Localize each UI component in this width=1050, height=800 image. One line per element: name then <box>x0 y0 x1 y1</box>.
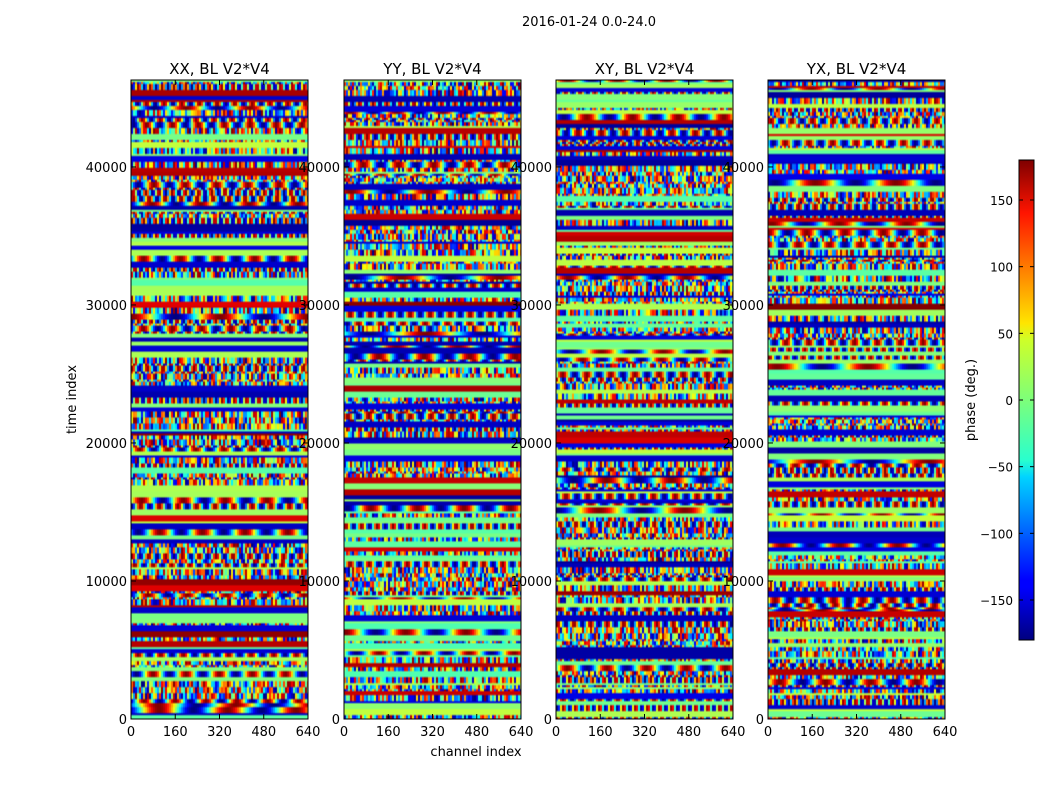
x-tick-label: 480 <box>251 725 276 740</box>
y-tick-label: 30000 <box>511 299 552 314</box>
y-tick-label: 20000 <box>299 437 340 452</box>
x-tick-label: 0 <box>340 725 348 740</box>
y-tick-label: 30000 <box>723 299 764 314</box>
x-tick-label: 640 <box>296 725 321 740</box>
x-tick-label: 320 <box>207 725 232 740</box>
y-tick-label: 20000 <box>86 437 127 452</box>
panel-title: YY, BL V2*V4 <box>382 60 481 78</box>
colorbar: 150 100 50 0 −50 −100 −150 phase (deg.) <box>964 159 1035 641</box>
x-tick-label: 480 <box>888 725 913 740</box>
y-axis-label: time index <box>65 365 80 434</box>
x-tick-label: 640 <box>721 725 746 740</box>
x-tick-label: 640 <box>933 725 958 740</box>
x-tick-label: 480 <box>676 725 701 740</box>
y-tick-label: 0 <box>119 713 127 728</box>
y-tick-label: 40000 <box>299 161 340 176</box>
x-tick-label: 480 <box>464 725 489 740</box>
x-tick-label: 160 <box>376 725 401 740</box>
panel-1: XX, BL V2*V4 0 160 320 480 640 0 10000 20000 3000… <box>65 60 320 740</box>
heatmap-panels: XX, BL V2*V4 0 160 320 480 640 0 10000 20000 3000… <box>65 60 957 760</box>
y-tick-label: 40000 <box>723 161 764 176</box>
panel-3: XY, BL V2*V4 0 160 320 480 640 0 10000 20000 3000… <box>511 60 746 740</box>
colorbar-tick-label: 0 <box>1005 394 1013 408</box>
panel-title: XY, BL V2*V4 <box>595 60 695 78</box>
x-tick-label: 160 <box>163 725 188 740</box>
y-tick-label: 20000 <box>723 437 764 452</box>
y-tick-label: 0 <box>332 713 340 728</box>
y-tick-label: 20000 <box>511 437 552 452</box>
y-tick-label: 40000 <box>511 161 552 176</box>
panel-title: XX, BL V2*V4 <box>169 60 270 78</box>
x-tick-label: 320 <box>420 725 445 740</box>
figure-title: 2016-01-24 0.0-24.0 <box>522 15 656 30</box>
heatmap-image <box>344 80 521 719</box>
x-tick-label: 640 <box>509 725 534 740</box>
y-tick-label: 10000 <box>511 575 552 590</box>
panel-title: YX, BL V2*V4 <box>806 60 907 78</box>
x-tick-label: 0 <box>552 725 560 740</box>
x-tick-label: 160 <box>800 725 825 740</box>
colorbar-tick-label: −50 <box>988 461 1013 475</box>
y-tick-label: 10000 <box>86 575 127 590</box>
y-tick-label: 30000 <box>86 299 127 314</box>
panel-4: YX, BL V2*V4 0 160 320 480 640 0 10000 20000 3000… <box>723 60 958 740</box>
colorbar-tick-label: −150 <box>980 594 1013 608</box>
y-tick-label: 10000 <box>299 575 340 590</box>
y-tick-label: 0 <box>756 713 764 728</box>
x-tick-label: 0 <box>127 725 135 740</box>
colorbar-tick-label: 150 <box>990 194 1013 208</box>
y-tick-label: 30000 <box>299 299 340 314</box>
panel-2: YY, BL V2*V4 0 160 320 480 640 0 10000 20000 3000… <box>299 60 534 760</box>
y-tick-label: 40000 <box>86 161 127 176</box>
colorbar-tick-label: −100 <box>980 527 1013 541</box>
heatmap-image <box>131 80 308 719</box>
colorbar-tick-label: 50 <box>998 327 1013 341</box>
x-tick-label: 320 <box>844 725 869 740</box>
heatmap-image <box>556 80 733 719</box>
y-tick-label: 0 <box>544 713 552 728</box>
x-axis-label: channel index <box>430 745 521 760</box>
y-tick-label: 10000 <box>723 575 764 590</box>
x-tick-label: 320 <box>632 725 657 740</box>
x-tick-label: 0 <box>764 725 772 740</box>
heatmap-image <box>768 80 945 719</box>
colorbar-tick-label: 100 <box>990 261 1013 275</box>
x-tick-label: 160 <box>588 725 613 740</box>
colorbar-ticks: 150 100 50 0 −50 −100 −150 <box>980 194 1034 608</box>
colorbar-label: phase (deg.) <box>964 359 979 441</box>
